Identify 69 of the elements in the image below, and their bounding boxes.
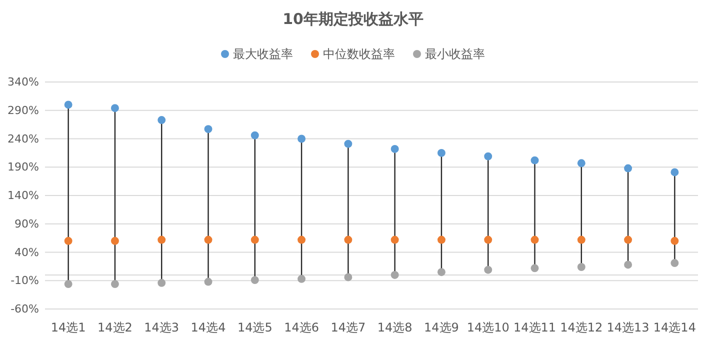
chart-title: 10年期定投收益水平 — [282, 10, 424, 28]
legend-label: 中位数收益率 — [323, 47, 395, 61]
point — [158, 236, 166, 244]
x-tick-label: 14选8 — [377, 320, 412, 335]
legend-label: 最大收益率 — [233, 47, 293, 61]
x-tick-label: 14选12 — [560, 320, 603, 335]
point — [577, 159, 586, 168]
point — [204, 125, 212, 134]
point — [250, 131, 259, 140]
point — [577, 236, 586, 244]
point — [530, 236, 539, 244]
y-tick-label: 140% — [8, 189, 39, 202]
y-tick-label: -60% — [10, 302, 39, 316]
x-tick-label: 14选5 — [237, 320, 272, 335]
point — [204, 278, 212, 286]
point — [670, 168, 679, 176]
point — [110, 236, 119, 245]
point — [110, 280, 119, 288]
x-tick-label: 14选11 — [513, 320, 556, 335]
y-tick-label: 40% — [14, 246, 39, 259]
point — [437, 268, 446, 276]
point — [344, 140, 352, 148]
x-tick-label: 14选7 — [330, 320, 366, 335]
point — [298, 274, 306, 283]
point — [298, 134, 306, 143]
point — [484, 236, 492, 244]
x-tick-label: 14选2 — [98, 320, 132, 335]
x-tick-label: 14选6 — [284, 320, 319, 335]
point — [204, 236, 212, 244]
point — [624, 164, 632, 172]
legend-label: 最小收益率 — [425, 47, 485, 61]
point — [390, 144, 399, 153]
x-tick-label: 14选1 — [50, 320, 86, 335]
point — [530, 156, 539, 164]
y-tick-label: 340% — [8, 76, 39, 89]
point — [158, 278, 166, 287]
y-tick-label: 240% — [8, 132, 39, 146]
x-tick-label: 14选4 — [190, 320, 226, 335]
point — [250, 236, 259, 244]
point — [437, 236, 446, 244]
point — [390, 270, 399, 279]
point — [64, 100, 72, 109]
point — [64, 236, 72, 245]
point — [437, 148, 446, 157]
point — [484, 266, 492, 274]
y-tick-label: 90% — [14, 217, 39, 230]
point — [530, 264, 539, 272]
point — [344, 236, 352, 244]
x-tick-label: 14选3 — [144, 320, 180, 335]
point — [484, 152, 492, 160]
point — [64, 280, 72, 288]
y-tick-label: 190% — [8, 160, 39, 174]
y-tick-label: -10% — [10, 274, 39, 288]
point — [298, 236, 306, 244]
point — [624, 260, 632, 269]
point — [670, 259, 679, 268]
point — [390, 236, 399, 244]
point — [250, 276, 259, 284]
point — [670, 236, 679, 245]
x-tick-label: 14选14 — [653, 320, 696, 335]
point — [344, 273, 352, 282]
point — [110, 104, 119, 112]
y-tick-label: 290% — [8, 104, 39, 117]
point — [158, 116, 166, 124]
x-tick-label: 14选9 — [424, 320, 459, 335]
x-tick-label: 14选10 — [466, 320, 510, 335]
point — [624, 236, 632, 244]
x-tick-label: 14选13 — [606, 320, 650, 335]
point — [577, 263, 586, 271]
